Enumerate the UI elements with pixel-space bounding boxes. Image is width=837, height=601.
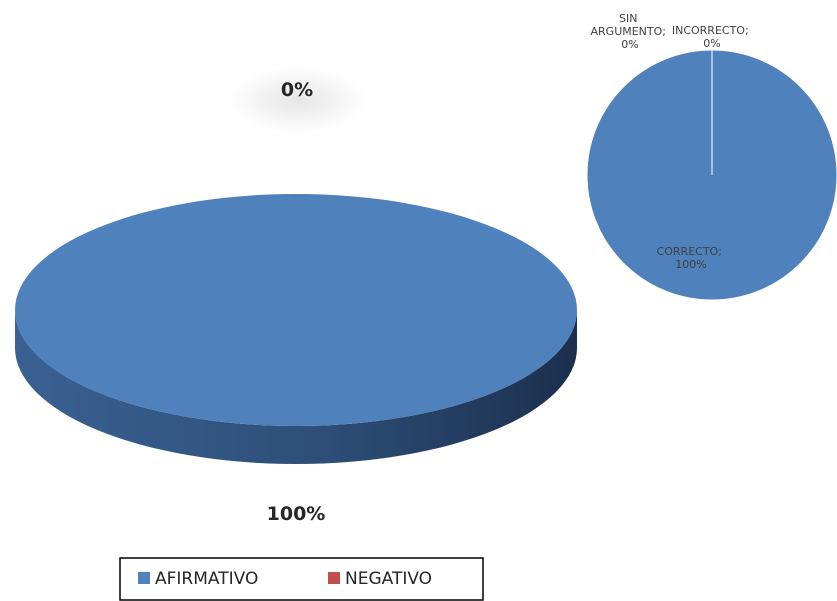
label-shadow (228, 66, 368, 134)
pie3d-label-negativo: 0% (281, 79, 313, 101)
pie3d-label-afirmativo: 100% (267, 503, 326, 525)
legend-box (119, 557, 484, 601)
pie3d-chart: 0% 100% (15, 79, 577, 525)
pie2-label-incorrecto-line2: 0% (703, 37, 720, 50)
pie2-label-correcto: CORRECTO; 100% (657, 245, 726, 271)
pie3d-slice-afirmativo[interactable] (15, 194, 577, 426)
legend-label-negativo: NEGATIVO (345, 569, 432, 589)
pie2-label-incorrecto: INCORRECTO; 0% (672, 24, 752, 50)
legend-label-afirmativo: AFIRMATIVO (155, 569, 258, 589)
legend-swatch-afirmativo (138, 572, 150, 584)
pie2-label-sin-argumento-line3: 0% (621, 38, 638, 51)
pie2-label-incorrecto-line1: INCORRECTO; (672, 24, 749, 37)
legend: AFIRMATIVO NEGATIVO (119, 557, 484, 601)
pie2-label-sin-argumento-line2: ARGUMENTO; (591, 25, 667, 38)
pie2-label-sin-argumento: SIN ARGUMENTO; 0% (591, 12, 670, 51)
pie2-label-correcto-line2: 100% (675, 258, 706, 271)
legend-swatch-negativo (328, 572, 340, 584)
pie3d-slice-side (15, 310, 577, 464)
pie2-label-correcto-line1: CORRECTO; (657, 245, 722, 258)
pie-chart-2: CORRECTO; 100% INCORRECTO; 0% SIN ARGUME… (586, 12, 837, 301)
pie2-label-sin-argumento-line1: SIN (619, 12, 637, 25)
